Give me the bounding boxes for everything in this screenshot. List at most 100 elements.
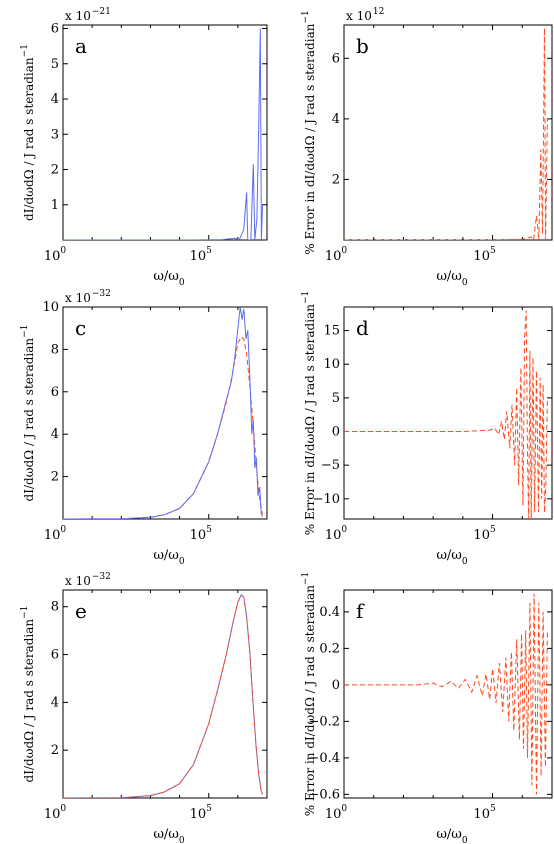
y-axis-label: dI/dωdΩ / J rad s steradian−1 bbox=[20, 325, 36, 502]
y-axis-label-superscript: −1 bbox=[20, 606, 30, 619]
y-multiplier-label: x 10−32 bbox=[65, 572, 111, 588]
x-tick-exponent: 5 bbox=[490, 246, 496, 256]
y-tick-label: 4 bbox=[332, 112, 340, 127]
x-axis-label: ω/ω0 bbox=[436, 548, 468, 567]
panel-f: 100 105 −0.6 −0.4 −0.2 0 0.2 0.4 f ω/ω0 % Error in… bbox=[301, 572, 553, 844]
y-multiplier-label: x 10−32 bbox=[65, 289, 111, 305]
y-axis-label: % Error in dI/dωdΩ / J rad s steradian−1 bbox=[301, 572, 317, 816]
x-tick-label: 100 bbox=[44, 525, 67, 543]
y-tick-label: 0.2 bbox=[319, 641, 340, 656]
y-multiplier-exponent: 12 bbox=[373, 7, 384, 17]
y-axis-label-superscript: −1 bbox=[20, 44, 30, 57]
x-axis-label-subscript: 0 bbox=[462, 557, 468, 567]
y-tick-label: −0.2 bbox=[308, 714, 340, 729]
y-axis-label: % Error in dI/dωdΩ / J rad s steradian−1 bbox=[301, 10, 317, 254]
y-tick-label: 15 bbox=[323, 324, 340, 339]
y-multiplier-exponent: −32 bbox=[92, 572, 111, 582]
plot-area-frame bbox=[343, 24, 553, 241]
series-line-dashed bbox=[344, 310, 548, 519]
x-tick-exponent: 0 bbox=[60, 246, 66, 256]
x-tick-exponent: 5 bbox=[490, 525, 496, 535]
x-axis-label-subscript: 0 bbox=[179, 836, 185, 844]
y-axis-label-superscript: −1 bbox=[20, 325, 30, 338]
panel-letter-d: d bbox=[356, 316, 369, 340]
y-multiplier-exponent: −21 bbox=[92, 7, 111, 17]
y-tick-label: 8 bbox=[51, 600, 59, 615]
x-axis-label-subscript: 0 bbox=[179, 557, 185, 567]
panel-letter-a: a bbox=[75, 34, 87, 58]
y-multiplier-label: x 10−21 bbox=[65, 7, 111, 23]
y-tick-label: 6 bbox=[51, 22, 59, 37]
panel-c: 100 105 2 4 6 8 10 x 10−32 c ω/ω0 dI/dωdΩ / J rad … bbox=[20, 289, 268, 567]
x-axis-label: ω/ω0 bbox=[436, 269, 468, 288]
y-axis-label: % Error in dI/dωdΩ / J rad s steradian−1 bbox=[301, 291, 317, 535]
panel-letter-b: b bbox=[356, 34, 369, 58]
x-tick-label: 105 bbox=[473, 246, 496, 264]
y-tick-label: −5 bbox=[321, 458, 340, 473]
x-tick-label: 100 bbox=[44, 804, 67, 822]
x-tick-label: 105 bbox=[190, 804, 213, 822]
y-tick-label: 5 bbox=[51, 57, 59, 72]
series-line-dashed bbox=[63, 335, 263, 519]
series-line-solid bbox=[63, 593, 263, 798]
y-tick-label: 8 bbox=[51, 342, 59, 357]
y-axis-label-superscript: −1 bbox=[301, 10, 311, 23]
plot-area-frame bbox=[62, 589, 268, 799]
x-tick-exponent: 0 bbox=[341, 804, 347, 814]
y-tick-label: 5 bbox=[332, 391, 340, 406]
x-tick-label: 100 bbox=[325, 804, 348, 822]
series-line-solid bbox=[63, 28, 263, 240]
y-tick-label: 10 bbox=[323, 357, 340, 372]
y-tick-label: 3 bbox=[51, 127, 59, 142]
plot-area-frame bbox=[62, 306, 268, 520]
x-axis-label-subscript: 0 bbox=[179, 278, 185, 288]
panel-letter-c: c bbox=[75, 316, 86, 340]
y-axis-label: dI/dωdΩ / J rad s steradian−1 bbox=[20, 44, 36, 221]
x-axis-label: ω/ω0 bbox=[436, 827, 468, 844]
y-tick-label: −0.6 bbox=[308, 787, 340, 802]
x-axis-label-subscript: 0 bbox=[462, 836, 468, 844]
y-multiplier-exponent: −32 bbox=[92, 289, 111, 299]
y-tick-label: 2 bbox=[51, 470, 59, 485]
y-tick-label: −0.4 bbox=[308, 751, 340, 766]
y-tick-label: 6 bbox=[332, 51, 340, 66]
panel-a: 100 105 1 2 3 4 5 6 x 10−21 a ω/ω0 dI/dωdΩ / J rad … bbox=[20, 7, 268, 288]
panel-b: 100 105 2 4 6 x 1012 b ω/ω0 % Error in dI/dωdΩ /… bbox=[301, 7, 553, 288]
y-tick-label: 4 bbox=[51, 695, 59, 710]
y-tick-label: 0 bbox=[332, 425, 340, 440]
y-tick-label: 6 bbox=[51, 385, 59, 400]
x-tick-exponent: 5 bbox=[206, 525, 212, 535]
y-axis-label: dI/dωdΩ / J rad s steradian−1 bbox=[20, 606, 36, 783]
x-tick-label: 105 bbox=[190, 525, 213, 543]
x-tick-label: 105 bbox=[473, 525, 496, 543]
y-multiplier-label: x 1012 bbox=[346, 7, 384, 23]
y-tick-label: 2 bbox=[332, 172, 340, 187]
y-axis-label-superscript: −1 bbox=[301, 291, 311, 304]
y-tick-label: 10 bbox=[42, 300, 59, 315]
x-tick-exponent: 0 bbox=[341, 525, 347, 535]
y-tick-label: 4 bbox=[51, 92, 59, 107]
x-axis-label: ω/ω0 bbox=[153, 827, 185, 844]
x-tick-exponent: 0 bbox=[60, 525, 66, 535]
x-tick-label: 100 bbox=[44, 246, 67, 264]
y-tick-label: 0.4 bbox=[319, 605, 340, 620]
series-line-solid bbox=[63, 307, 263, 519]
series-line-dashed bbox=[344, 27, 548, 240]
x-tick-exponent: 5 bbox=[490, 804, 496, 814]
series-line-dashed bbox=[63, 593, 263, 798]
x-tick-exponent: 5 bbox=[206, 804, 212, 814]
x-tick-label: 100 bbox=[325, 525, 348, 543]
x-axis-label: ω/ω0 bbox=[153, 269, 185, 288]
x-axis-label-subscript: 0 bbox=[462, 278, 468, 288]
plot-area-frame bbox=[343, 306, 553, 520]
x-tick-label: 105 bbox=[473, 804, 496, 822]
plot-area-frame bbox=[343, 589, 553, 799]
x-tick-label: 105 bbox=[190, 246, 213, 264]
x-tick-exponent: 0 bbox=[341, 246, 347, 256]
panel-e: 100 105 2 4 6 8 x 10−32 e ω/ω0 dI/dωdΩ / J rad s … bbox=[20, 572, 268, 844]
panel-letter-e: e bbox=[75, 599, 87, 623]
x-tick-exponent: 0 bbox=[60, 804, 66, 814]
y-tick-label: 4 bbox=[51, 427, 59, 442]
y-tick-label: 6 bbox=[51, 648, 59, 663]
